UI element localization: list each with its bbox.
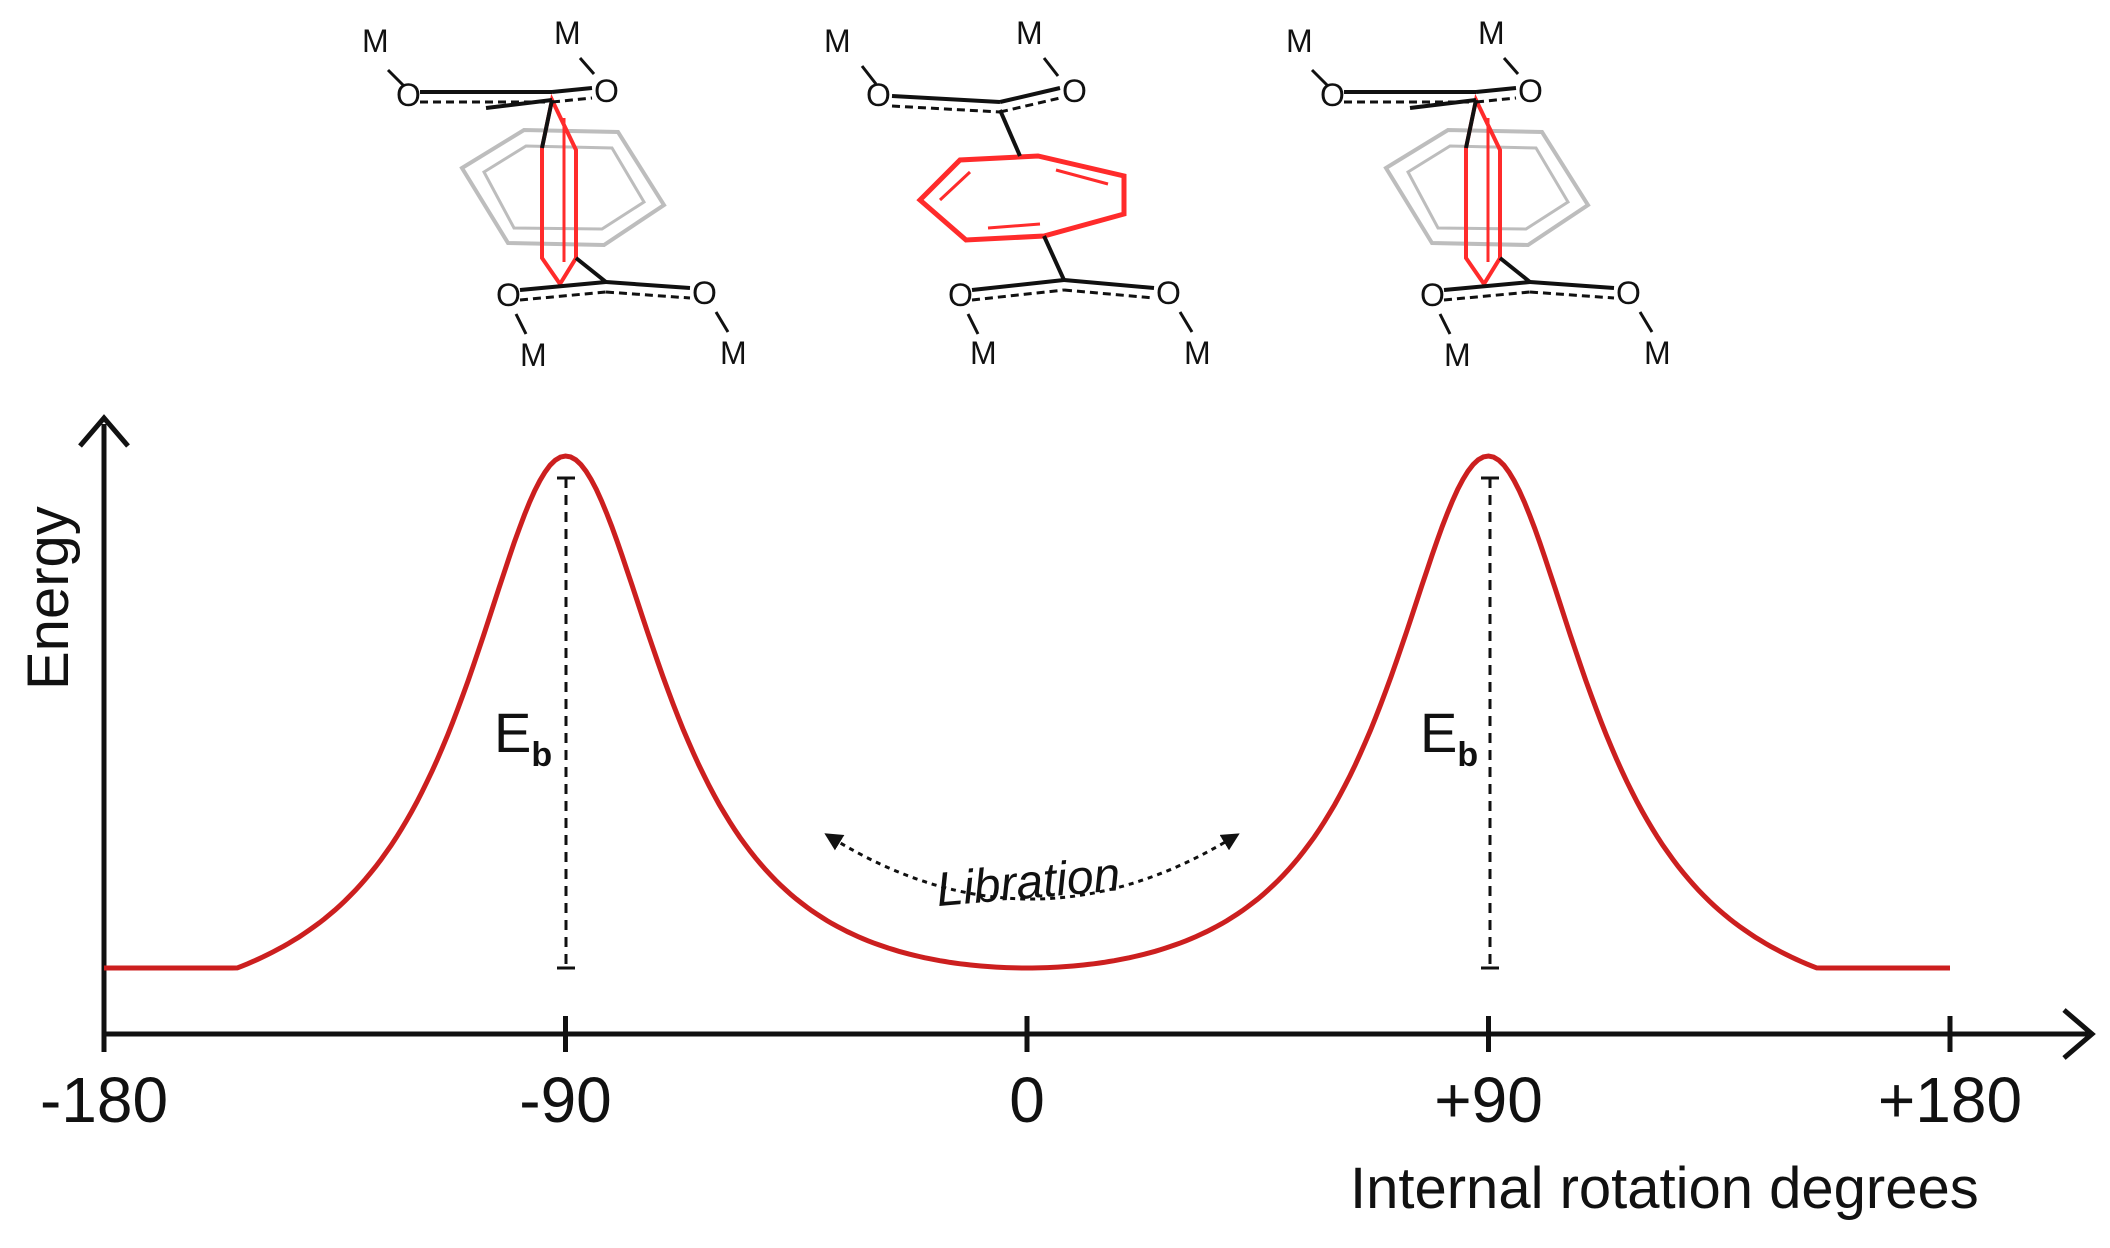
bond-right	[1529, 280, 1615, 290]
bond-right-dashed	[1475, 96, 1517, 104]
axes	[78, 414, 2096, 1060]
bond-metal	[1310, 68, 1330, 88]
bond-right	[999, 86, 1061, 104]
bond-left-dashed	[971, 288, 1065, 302]
bond-metal	[1502, 57, 1520, 75]
barrier-marker-right: Eb	[1420, 476, 1499, 970]
metal-label: M	[824, 23, 851, 59]
libration-arrow	[824, 833, 1240, 901]
bond-metal	[966, 313, 980, 335]
bond	[1498, 256, 1532, 284]
bond-right	[605, 280, 691, 290]
oxygen-label: O	[1062, 73, 1087, 109]
ring-ghost	[1383, 127, 1591, 248]
ring-ghost-inner	[1406, 144, 1571, 231]
bond-right-dashed	[1529, 290, 1615, 300]
x-ticks: -180 -90 0 +90 +180	[40, 1016, 2022, 1136]
bond-right	[1475, 86, 1517, 94]
bond-left	[519, 280, 607, 292]
bond	[1464, 99, 1478, 149]
bond-right	[551, 86, 593, 94]
oxygen-label: O	[1518, 73, 1543, 109]
structure-minus-90: O O M M O O M M	[362, 15, 747, 373]
ring-planar-inner	[938, 168, 1109, 230]
oxygen-label: O	[1616, 275, 1641, 311]
y-axis-arrowhead	[78, 414, 130, 448]
bond-left	[971, 278, 1065, 292]
barrier-label: Eb	[494, 701, 552, 774]
bond-metal	[714, 311, 730, 333]
oxygen-label: O	[692, 275, 717, 311]
metal-label: M	[720, 335, 747, 371]
metal-label: M	[1478, 15, 1505, 51]
structure-plus-90: O O M M O O M M	[1286, 15, 1671, 373]
bond-metal	[514, 313, 528, 335]
libration-annotation: Libration	[824, 833, 1240, 917]
bond-metal	[386, 68, 406, 88]
bond-left-dashed	[519, 290, 607, 302]
metal-label: M	[1286, 23, 1313, 59]
oxygen-label: O	[1156, 275, 1181, 311]
oxygen-label: O	[1420, 277, 1445, 313]
metal-label: M	[1444, 337, 1471, 373]
bond-right-dashed	[551, 96, 593, 104]
bond-right-dashed	[605, 290, 691, 300]
x-axis-arrowhead	[2062, 1008, 2096, 1060]
energy-curve	[104, 453, 1950, 971]
bond-left-dashed	[1443, 290, 1531, 302]
oxygen-label: O	[594, 73, 619, 109]
metal-label: M	[1644, 335, 1671, 371]
bond-metal	[1042, 57, 1060, 77]
bond-right	[1063, 278, 1155, 290]
bond	[574, 256, 608, 284]
bond-metal	[1178, 311, 1194, 333]
metal-label: M	[554, 15, 581, 51]
bond-metal	[1638, 311, 1654, 333]
metal-label: M	[362, 23, 389, 59]
oxygen-label: O	[866, 77, 891, 113]
y-axis-title: Energy	[16, 506, 81, 690]
bond-metal	[578, 57, 596, 75]
oxygen-label: O	[496, 277, 521, 313]
metal-label: M	[1016, 15, 1043, 51]
bond-left	[891, 94, 1001, 104]
x-tick-label: +90	[1434, 1064, 1543, 1136]
x-tick-label: +180	[1878, 1064, 2022, 1136]
ring-ghost-inner	[482, 144, 647, 231]
barrier-marker-left: Eb	[494, 476, 575, 970]
bond	[1042, 235, 1066, 281]
bond	[540, 99, 554, 149]
bond-metal	[1438, 313, 1452, 335]
ring-ghost	[459, 127, 667, 248]
bond-left-dashed	[891, 104, 1001, 114]
structure-0: O O M M O O M M	[824, 15, 1211, 371]
metal-label: M	[1184, 335, 1211, 371]
bond-right-dashed	[1063, 288, 1155, 300]
barrier-label: Eb	[1420, 701, 1478, 774]
oxygen-label: O	[948, 277, 973, 313]
metal-label: M	[970, 335, 997, 371]
x-axis-title: Internal rotation degrees	[1350, 1156, 1979, 1221]
bond	[998, 109, 1022, 157]
libration-label: Libration	[934, 848, 1122, 917]
x-tick-label: -180	[40, 1064, 168, 1136]
bond-right-dashed	[999, 96, 1061, 114]
x-tick-label: 0	[1009, 1064, 1045, 1136]
ring-planar	[916, 153, 1127, 243]
x-tick-label: -90	[519, 1064, 612, 1136]
bond-left	[1443, 280, 1531, 292]
bond-metal	[860, 65, 878, 85]
metal-label: M	[520, 337, 547, 373]
